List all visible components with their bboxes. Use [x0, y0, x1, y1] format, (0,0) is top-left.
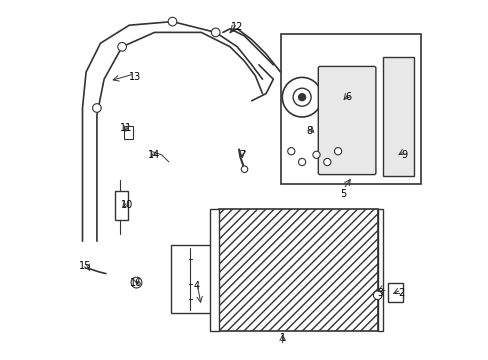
Text: 15: 15 — [79, 261, 91, 271]
Bar — [170, 245, 212, 313]
Circle shape — [211, 28, 220, 37]
Text: 9: 9 — [401, 150, 407, 160]
Text: 11: 11 — [120, 123, 132, 133]
Circle shape — [312, 151, 320, 158]
Bar — [123, 126, 133, 139]
Text: 8: 8 — [305, 126, 312, 136]
Circle shape — [287, 148, 294, 155]
Bar — [382, 57, 413, 176]
Bar — [387, 283, 402, 302]
Text: 13: 13 — [128, 72, 141, 82]
Bar — [219, 209, 377, 331]
Text: 6: 6 — [345, 92, 351, 102]
Circle shape — [334, 148, 341, 155]
Bar — [210, 209, 219, 331]
Circle shape — [323, 158, 330, 166]
Circle shape — [92, 104, 101, 112]
Text: 1: 1 — [279, 333, 285, 343]
Circle shape — [241, 166, 247, 172]
Circle shape — [118, 42, 126, 51]
Circle shape — [373, 291, 381, 300]
Circle shape — [298, 158, 305, 166]
Circle shape — [168, 17, 177, 26]
Circle shape — [298, 94, 305, 101]
Bar — [377, 209, 382, 331]
FancyBboxPatch shape — [318, 67, 375, 175]
Bar — [280, 34, 420, 184]
Text: 7: 7 — [239, 150, 245, 160]
Text: 5: 5 — [340, 189, 346, 199]
Bar — [115, 191, 127, 220]
Text: 14: 14 — [148, 150, 160, 160]
Circle shape — [131, 277, 142, 288]
Text: 16: 16 — [130, 278, 142, 288]
Circle shape — [282, 77, 321, 117]
Text: 4: 4 — [194, 281, 200, 291]
Bar — [219, 209, 377, 331]
Text: 12: 12 — [231, 22, 243, 32]
Text: 10: 10 — [121, 200, 133, 210]
Circle shape — [292, 88, 310, 106]
Text: 2: 2 — [397, 288, 404, 298]
Text: 3: 3 — [377, 288, 383, 298]
